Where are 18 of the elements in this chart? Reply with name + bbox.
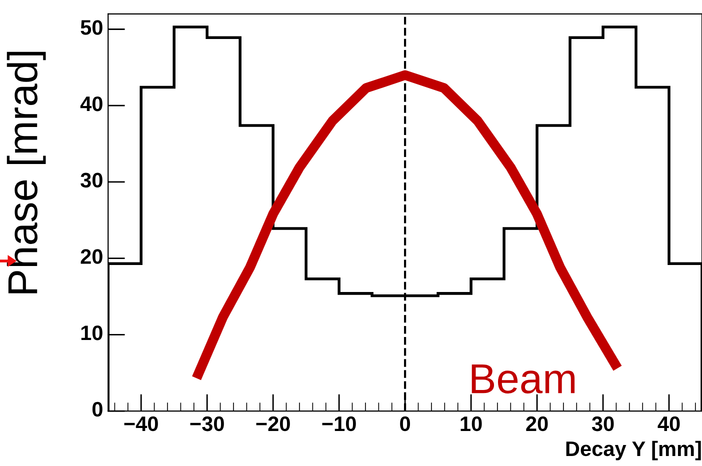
y-tick-label: 10 [81, 326, 102, 340]
x-tick-label: 10 [460, 416, 482, 432]
y-axis-title: Phase [mrad] [6, 52, 46, 294]
x-tick-label: 30 [592, 416, 614, 432]
x-axis-title: Decay Y [mm] [566, 440, 701, 460]
x-tick-label: 40 [658, 416, 680, 432]
x-tick-label: −40 [124, 416, 158, 432]
y-tick-label: 20 [80, 249, 102, 264]
x-tick-label: −10 [322, 416, 356, 432]
x-tick-label: 20 [526, 416, 548, 432]
x-tick-label: 0 [400, 416, 410, 432]
y-tick-label: 30 [80, 172, 102, 188]
y-tick-label: 0 [92, 402, 102, 417]
y-tick-label: 50 [80, 20, 102, 35]
x-tick-label: −20 [256, 416, 290, 432]
series-label: Beam [472, 364, 575, 394]
x-tick-label: −30 [190, 416, 224, 432]
y-tick-label: 40 [80, 96, 102, 112]
